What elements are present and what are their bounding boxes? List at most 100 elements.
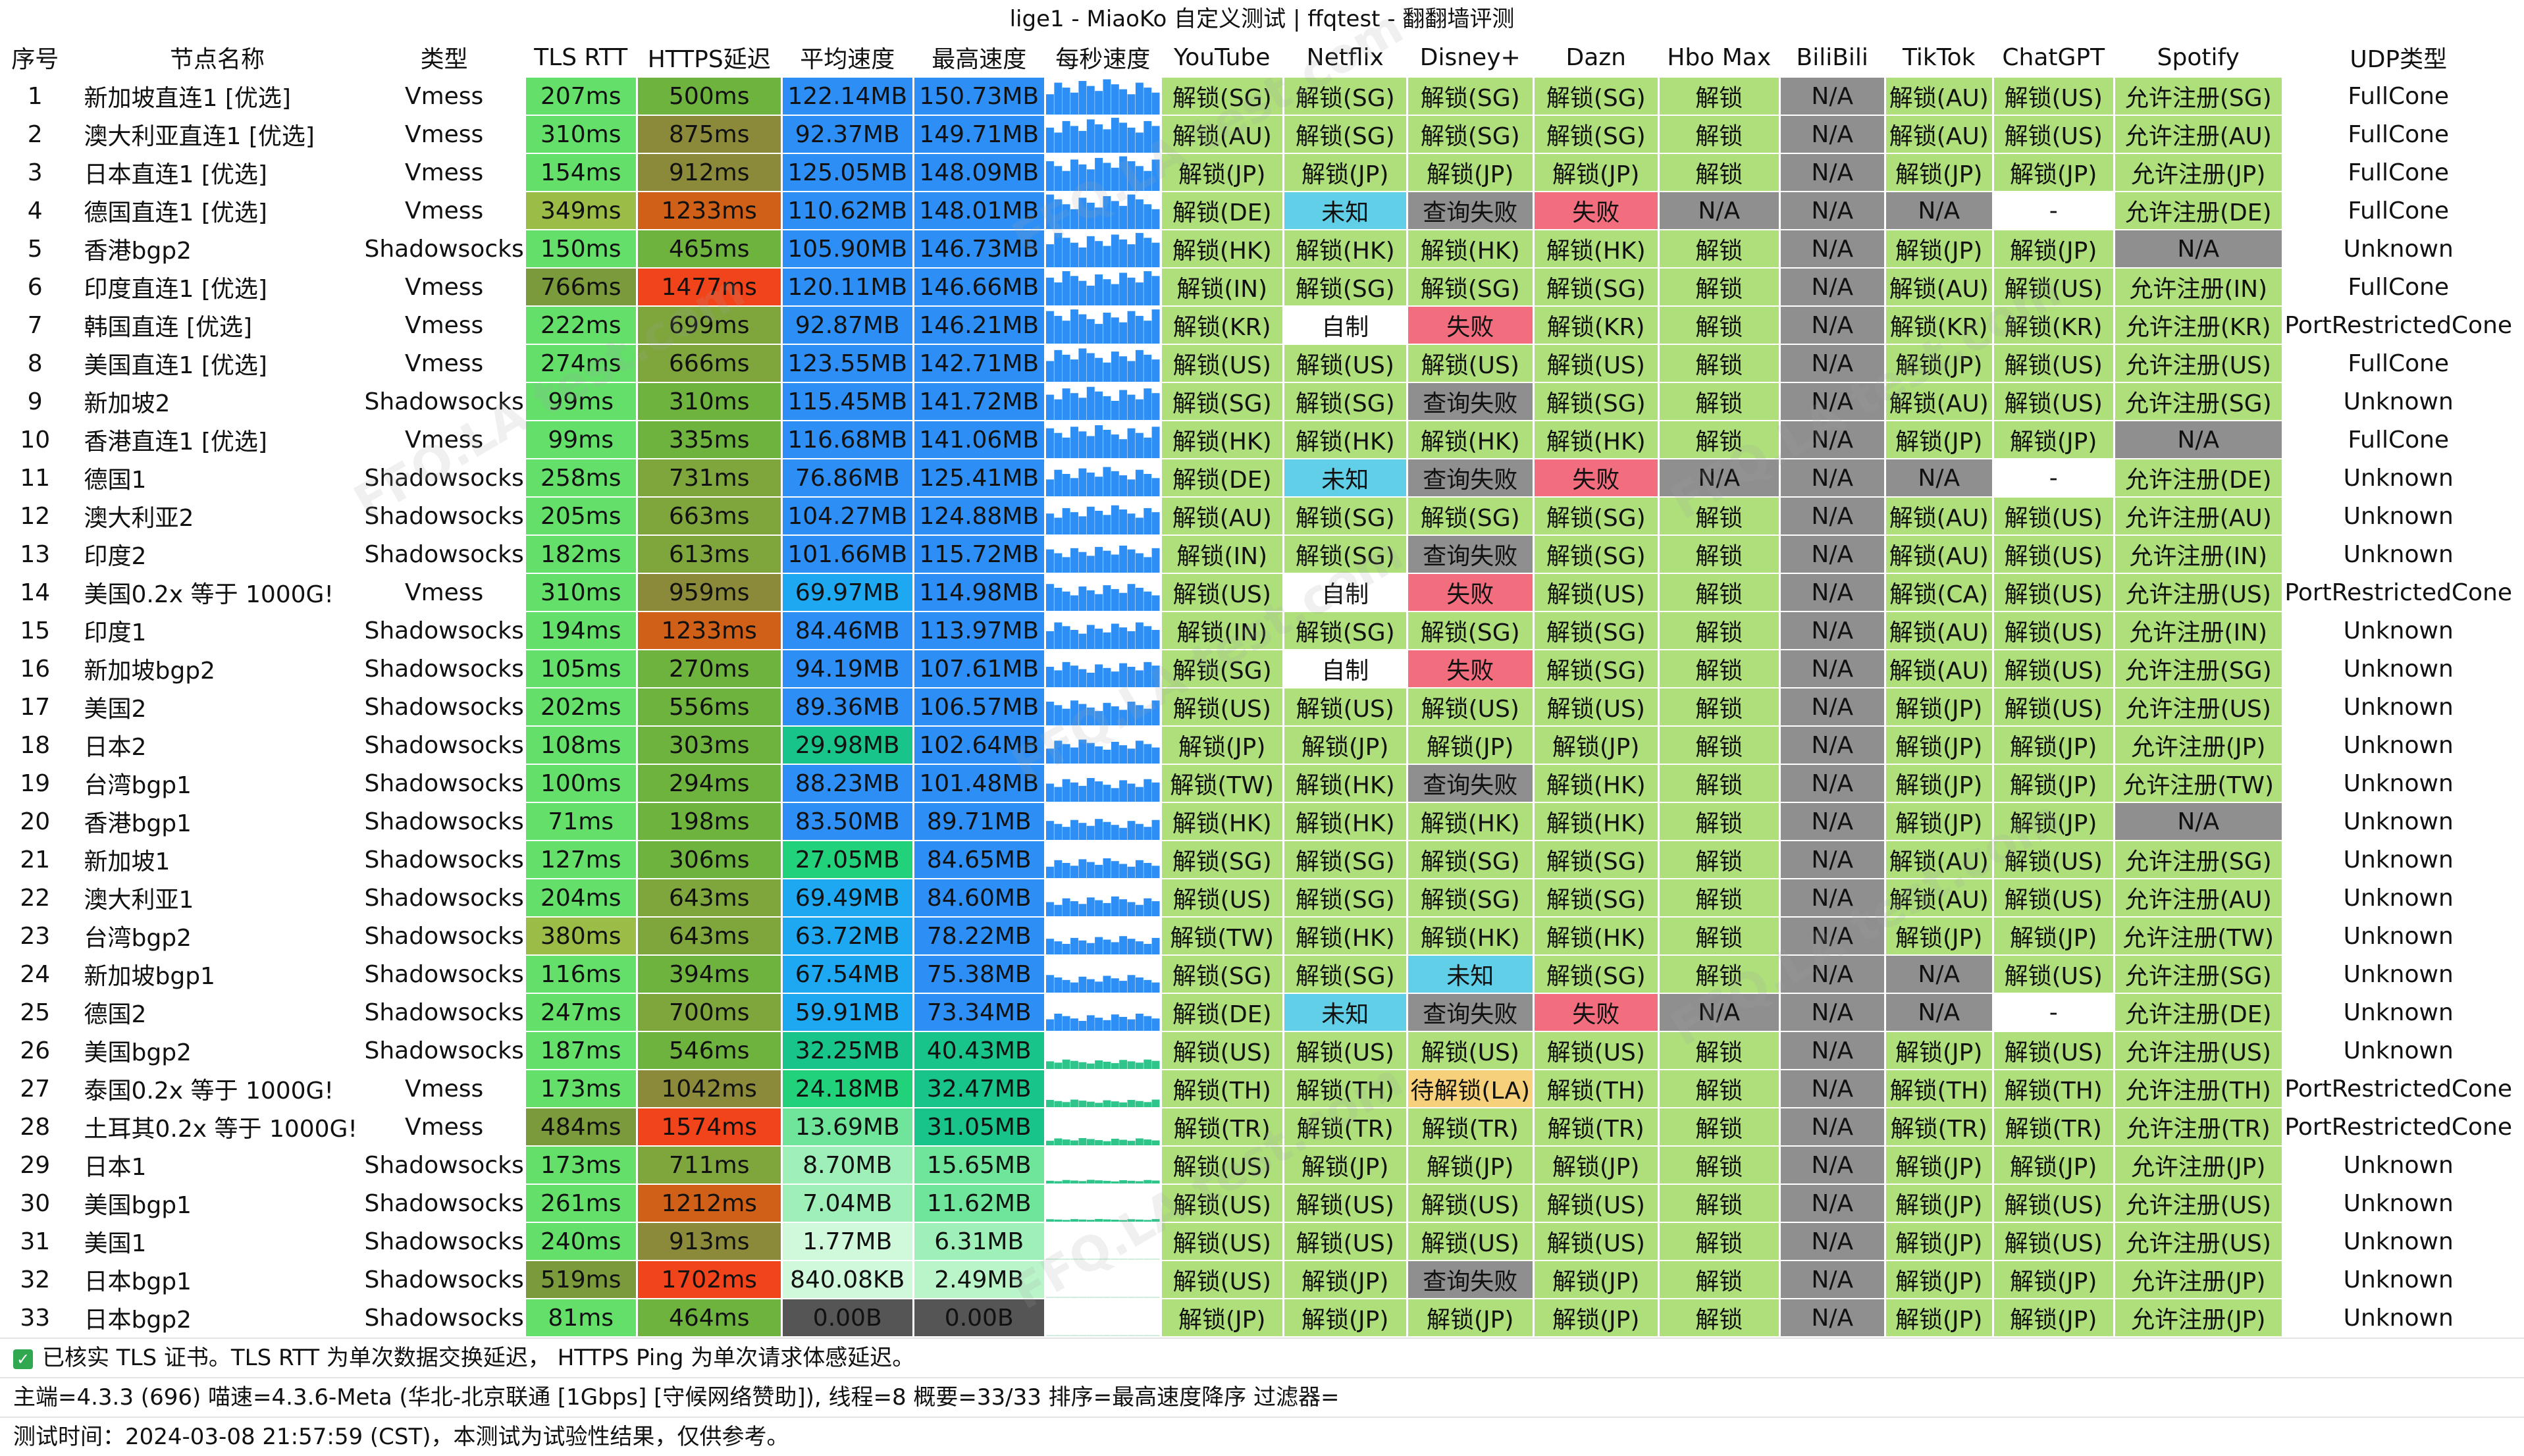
max-speed: 6.31MB <box>913 1222 1046 1261</box>
sparkline-bar <box>1054 1335 1063 1336</box>
table-row[interactable]: 32 日本bgp1 Shadowsocks 519ms 1702ms 840.08KB 2.… <box>0 1261 2515 1299</box>
table-row[interactable]: 16 新加坡bgp2 Shadowsocks 105ms 270ms 94.19MB 107… <box>0 650 2515 689</box>
sparkline-bar <box>1135 670 1144 687</box>
avg-speed: 76.86MB <box>781 459 914 498</box>
table-row[interactable]: 14 美国0.2x 等于 1000G! Vmess 310ms 959ms 69.97MB… <box>0 573 2515 612</box>
table-row[interactable]: 29 日本1 Shadowsocks 173ms 711ms 8.70MB 15.65MB 解… <box>0 1146 2515 1185</box>
sparkline-bar <box>1135 787 1144 801</box>
dazn-status: 解锁(US) <box>1533 344 1660 383</box>
sparkline-bar <box>1094 511 1103 534</box>
column-header[interactable]: Disney+ <box>1407 38 1535 78</box>
node-type: Shadowsocks <box>363 993 526 1032</box>
table-row[interactable]: 13 印度2 Shadowsocks 182ms 613ms 101.66MB 115.72… <box>0 535 2515 574</box>
table-row[interactable]: 19 台湾bgp1 Shadowsocks 100ms 294ms 88.23MB 101.… <box>0 764 2515 803</box>
sparkline-bar <box>1111 706 1119 725</box>
column-header[interactable]: 序号 <box>0 38 72 78</box>
column-header[interactable]: 类型 <box>363 38 526 78</box>
column-header[interactable]: UDP类型 <box>2282 38 2515 78</box>
tls-rtt: 310ms <box>525 115 638 154</box>
table-row[interactable]: 28 土耳其0.2x 等于 1000G! Vmess 484ms 1574ms 13.69… <box>0 1108 2515 1147</box>
row-number: 12 <box>0 497 72 536</box>
table-row[interactable]: 17 美国2 Shadowsocks 202ms 556ms 89.36MB 106.57M… <box>0 688 2515 727</box>
spotify-status: N/A <box>2114 421 2284 459</box>
column-header[interactable]: TLS RTT <box>525 38 638 78</box>
table-row[interactable]: 33 日本bgp2 Shadowsocks 81ms 464ms 0.00B 0.00B 解锁… <box>0 1299 2515 1338</box>
table-row[interactable]: 20 香港bgp1 Shadowsocks 71ms 198ms 83.50MB 89.71… <box>0 802 2515 841</box>
node-type: Vmess <box>363 268 526 307</box>
sparkline-bar <box>1087 1259 1095 1260</box>
table-row[interactable]: 6 印度直连1 [优选] Vmess 766ms 1477ms 120.11MB 146.6… <box>0 268 2515 307</box>
node-type: Shadowsocks <box>363 841 526 879</box>
column-header[interactable]: 平均速度 <box>781 38 914 78</box>
sparkline-bar <box>1094 937 1103 954</box>
table-row[interactable]: 31 美国1 Shadowsocks 240ms 913ms 1.77MB 6.31MB 解锁… <box>0 1222 2515 1261</box>
table-row[interactable]: 27 泰国0.2x 等于 1000G! Vmess 173ms 1042ms 24.18M… <box>0 1070 2515 1108</box>
sparkline-bar <box>1103 430 1111 457</box>
table-row[interactable]: 25 德国2 Shadowsocks 247ms 700ms 59.91MB 73.34MB… <box>0 993 2515 1032</box>
table-row[interactable]: 4 德国直连1 [优选] Vmess 349ms 1233ms 110.62MB 148.0… <box>0 192 2515 230</box>
sparkline-bar <box>1045 1100 1054 1106</box>
sparkline-bar <box>1111 1297 1119 1298</box>
table-row[interactable]: 8 美国直连1 [优选] Vmess 274ms 666ms 123.55MB 142.71… <box>0 344 2515 383</box>
spotify-status: 允许注册(US) <box>2114 573 2284 612</box>
chatgpt-status: 解锁(US) <box>1993 344 2115 383</box>
youtube-status: 解锁(IN) <box>1161 611 1284 650</box>
table-row[interactable]: 12 澳大利亚2 Shadowsocks 205ms 663ms 104.27MB 124.… <box>0 497 2515 536</box>
sparkline-bar <box>1118 899 1127 916</box>
table-row[interactable]: 2 澳大利亚直连1 [优选] Vmess 310ms 875ms 92.37MB 149.7… <box>0 115 2515 154</box>
column-header[interactable]: Hbo Max <box>1658 38 1781 78</box>
bilibili-status: N/A <box>1779 1222 1886 1261</box>
table-row[interactable]: 7 韩国直连 [优选] Vmess 222ms 699ms 92.87MB 146.21MB… <box>0 306 2515 345</box>
column-header[interactable]: YouTube <box>1161 38 1284 78</box>
sparkline-bar <box>1144 744 1151 763</box>
table-row[interactable]: 23 台湾bgp2 Shadowsocks 380ms 643ms 63.72MB 78.2… <box>0 917 2515 956</box>
table-row[interactable]: 15 印度1 Shadowsocks 194ms 1233ms 84.46MB 113.97… <box>0 611 2515 650</box>
column-header[interactable]: ChatGPT <box>1993 38 2115 78</box>
sparkline-bar <box>1054 1297 1062 1298</box>
table-row[interactable]: 3 日本直连1 [优选] Vmess 154ms 912ms 125.05MB 148.09… <box>0 153 2515 192</box>
column-header[interactable]: Dazn <box>1533 38 1660 78</box>
dazn-status: 解锁(JP) <box>1533 153 1660 192</box>
sparkline-bar <box>1062 354 1070 381</box>
column-header[interactable]: TikTok <box>1885 38 1994 78</box>
column-header[interactable]: 每秒速度 <box>1045 38 1162 78</box>
table-row[interactable]: 18 日本2 Shadowsocks 108ms 303ms 29.98MB 102.64M… <box>0 726 2515 765</box>
disney-status: 查询失败 <box>1407 382 1535 421</box>
table-row[interactable]: 11 德国1 Shadowsocks 258ms 731ms 76.86MB 125.41M… <box>0 459 2515 498</box>
sparkline-bar <box>1135 1219 1144 1221</box>
table-row[interactable]: 5 香港bgp2 Shadowsocks 150ms 465ms 105.90MB 146.… <box>0 230 2515 269</box>
table-row[interactable]: 22 澳大利亚1 Shadowsocks 204ms 643ms 69.49MB 84.60… <box>0 879 2515 918</box>
table-row[interactable]: 21 新加坡1 Shadowsocks 127ms 306ms 27.05MB 84.65M… <box>0 841 2515 879</box>
column-header[interactable]: Spotify <box>2114 38 2284 78</box>
sparkline-bar <box>1127 194 1136 228</box>
node-name: 新加坡1 <box>71 841 365 879</box>
sparkline-bar <box>1151 1219 1159 1221</box>
speed-sparkline <box>1045 611 1162 650</box>
sparkline-bar <box>1054 823 1063 839</box>
table-row[interactable]: 26 美国bgp2 Shadowsocks 187ms 546ms 32.25MB 40.4… <box>0 1031 2515 1070</box>
hbo-status: N/A <box>1658 993 1781 1032</box>
sparkline-bar <box>1054 166 1063 190</box>
column-header[interactable]: Netflix <box>1283 38 1408 78</box>
table-row[interactable]: 30 美国bgp1 Shadowsocks 261ms 1212ms 7.04MB 11.6… <box>0 1184 2515 1223</box>
sparkline-bar <box>1118 780 1127 801</box>
table-row[interactable]: 9 新加坡2 Shadowsocks 99ms 310ms 115.45MB 141.72M… <box>0 382 2515 421</box>
netflix-status: 解锁(JP) <box>1283 726 1408 765</box>
column-header[interactable]: 节点名称 <box>71 38 365 78</box>
sparkline-bar <box>1118 205 1127 228</box>
sparkline-bar <box>1078 859 1087 877</box>
sparkline-bar <box>1078 704 1087 725</box>
sparkline-bar <box>1151 209 1159 228</box>
table-row[interactable]: 1 新加坡直连1 [优选] Vmess 207ms 500ms 122.14MB 150.7… <box>0 77 2515 116</box>
column-header[interactable]: HTTPS延迟 <box>637 38 783 78</box>
table-row[interactable]: 10 香港直连1 [优选] Vmess 99ms 335ms 116.68MB 141.06… <box>0 421 2515 459</box>
avg-speed: 88.23MB <box>781 764 914 803</box>
table-row[interactable]: 24 新加坡bgp1 Shadowsocks 116ms 394ms 67.54MB 75.… <box>0 955 2515 994</box>
speed-sparkline-chart <box>1045 700 1159 725</box>
spotify-status: 允许注册(SG) <box>2114 955 2284 994</box>
disney-status: 解锁(JP) <box>1407 1299 1535 1338</box>
bilibili-status: N/A <box>1779 1031 1886 1070</box>
column-header[interactable]: BiliBili <box>1779 38 1886 78</box>
max-speed: 141.06MB <box>913 421 1046 459</box>
column-header[interactable]: 最高速度 <box>913 38 1046 78</box>
